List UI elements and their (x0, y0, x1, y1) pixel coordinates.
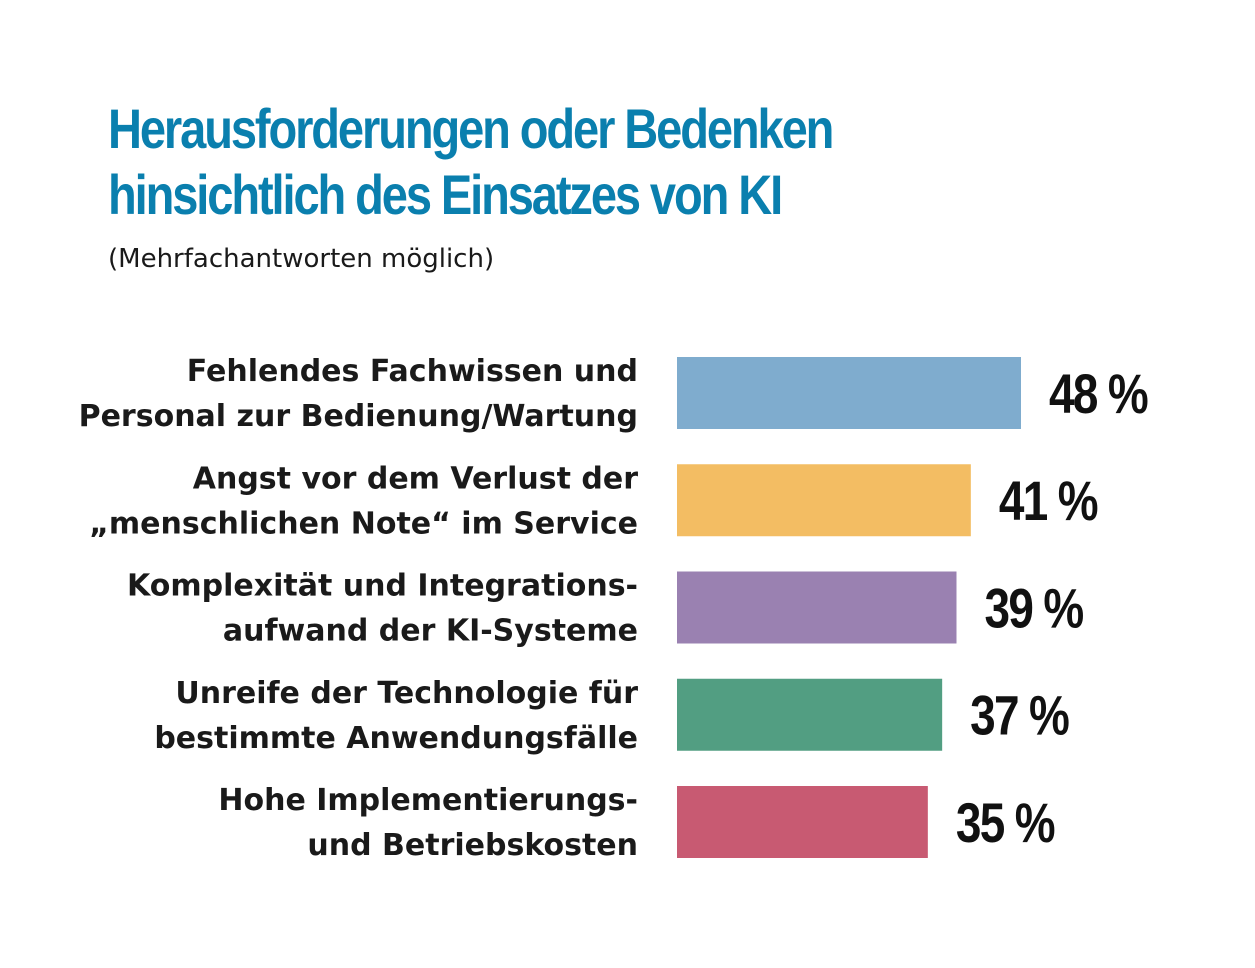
bar-4 (677, 678, 943, 751)
chart-title: Herausforderungen oder Bedenken hinsicht… (108, 97, 834, 226)
category-label-4-line-2: bestimmte Anwendungsfälle (154, 721, 638, 756)
bar-5 (677, 786, 928, 858)
category-label-2-line-2: „menschlichen Note“ im Service (89, 506, 638, 541)
bar-1 (677, 357, 1021, 429)
value-label-4: 37 % (970, 684, 1069, 746)
category-label-1-line-2: Personal zur Bedienung/Wartung (79, 399, 638, 434)
category-label-3-line-1: Komplexität und Integrations- (127, 569, 638, 604)
value-label-5: 35 % (956, 792, 1055, 854)
bar-2 (677, 464, 971, 537)
value-label-2: 41 % (999, 470, 1098, 532)
value-label-3: 39 % (985, 577, 1084, 639)
category-label-4-line-1: Unreife der Technologie für (175, 676, 638, 711)
chart-subtitle: (Mehrfachantworten möglich) (108, 244, 495, 274)
category-label-2-line-1: Angst vor dem Verlust der (193, 461, 638, 496)
category-label-5-line-1: Hohe Implementierungs- (218, 783, 638, 818)
bar-3 (677, 571, 957, 644)
value-label-1: 48 % (1049, 363, 1148, 425)
category-label-5-line-2: und Betriebskosten (307, 828, 638, 863)
category-label-3-line-2: aufwand der KI-Systeme (223, 614, 638, 649)
category-label-1-line-1: Fehlendes Fachwissen und (187, 354, 638, 389)
